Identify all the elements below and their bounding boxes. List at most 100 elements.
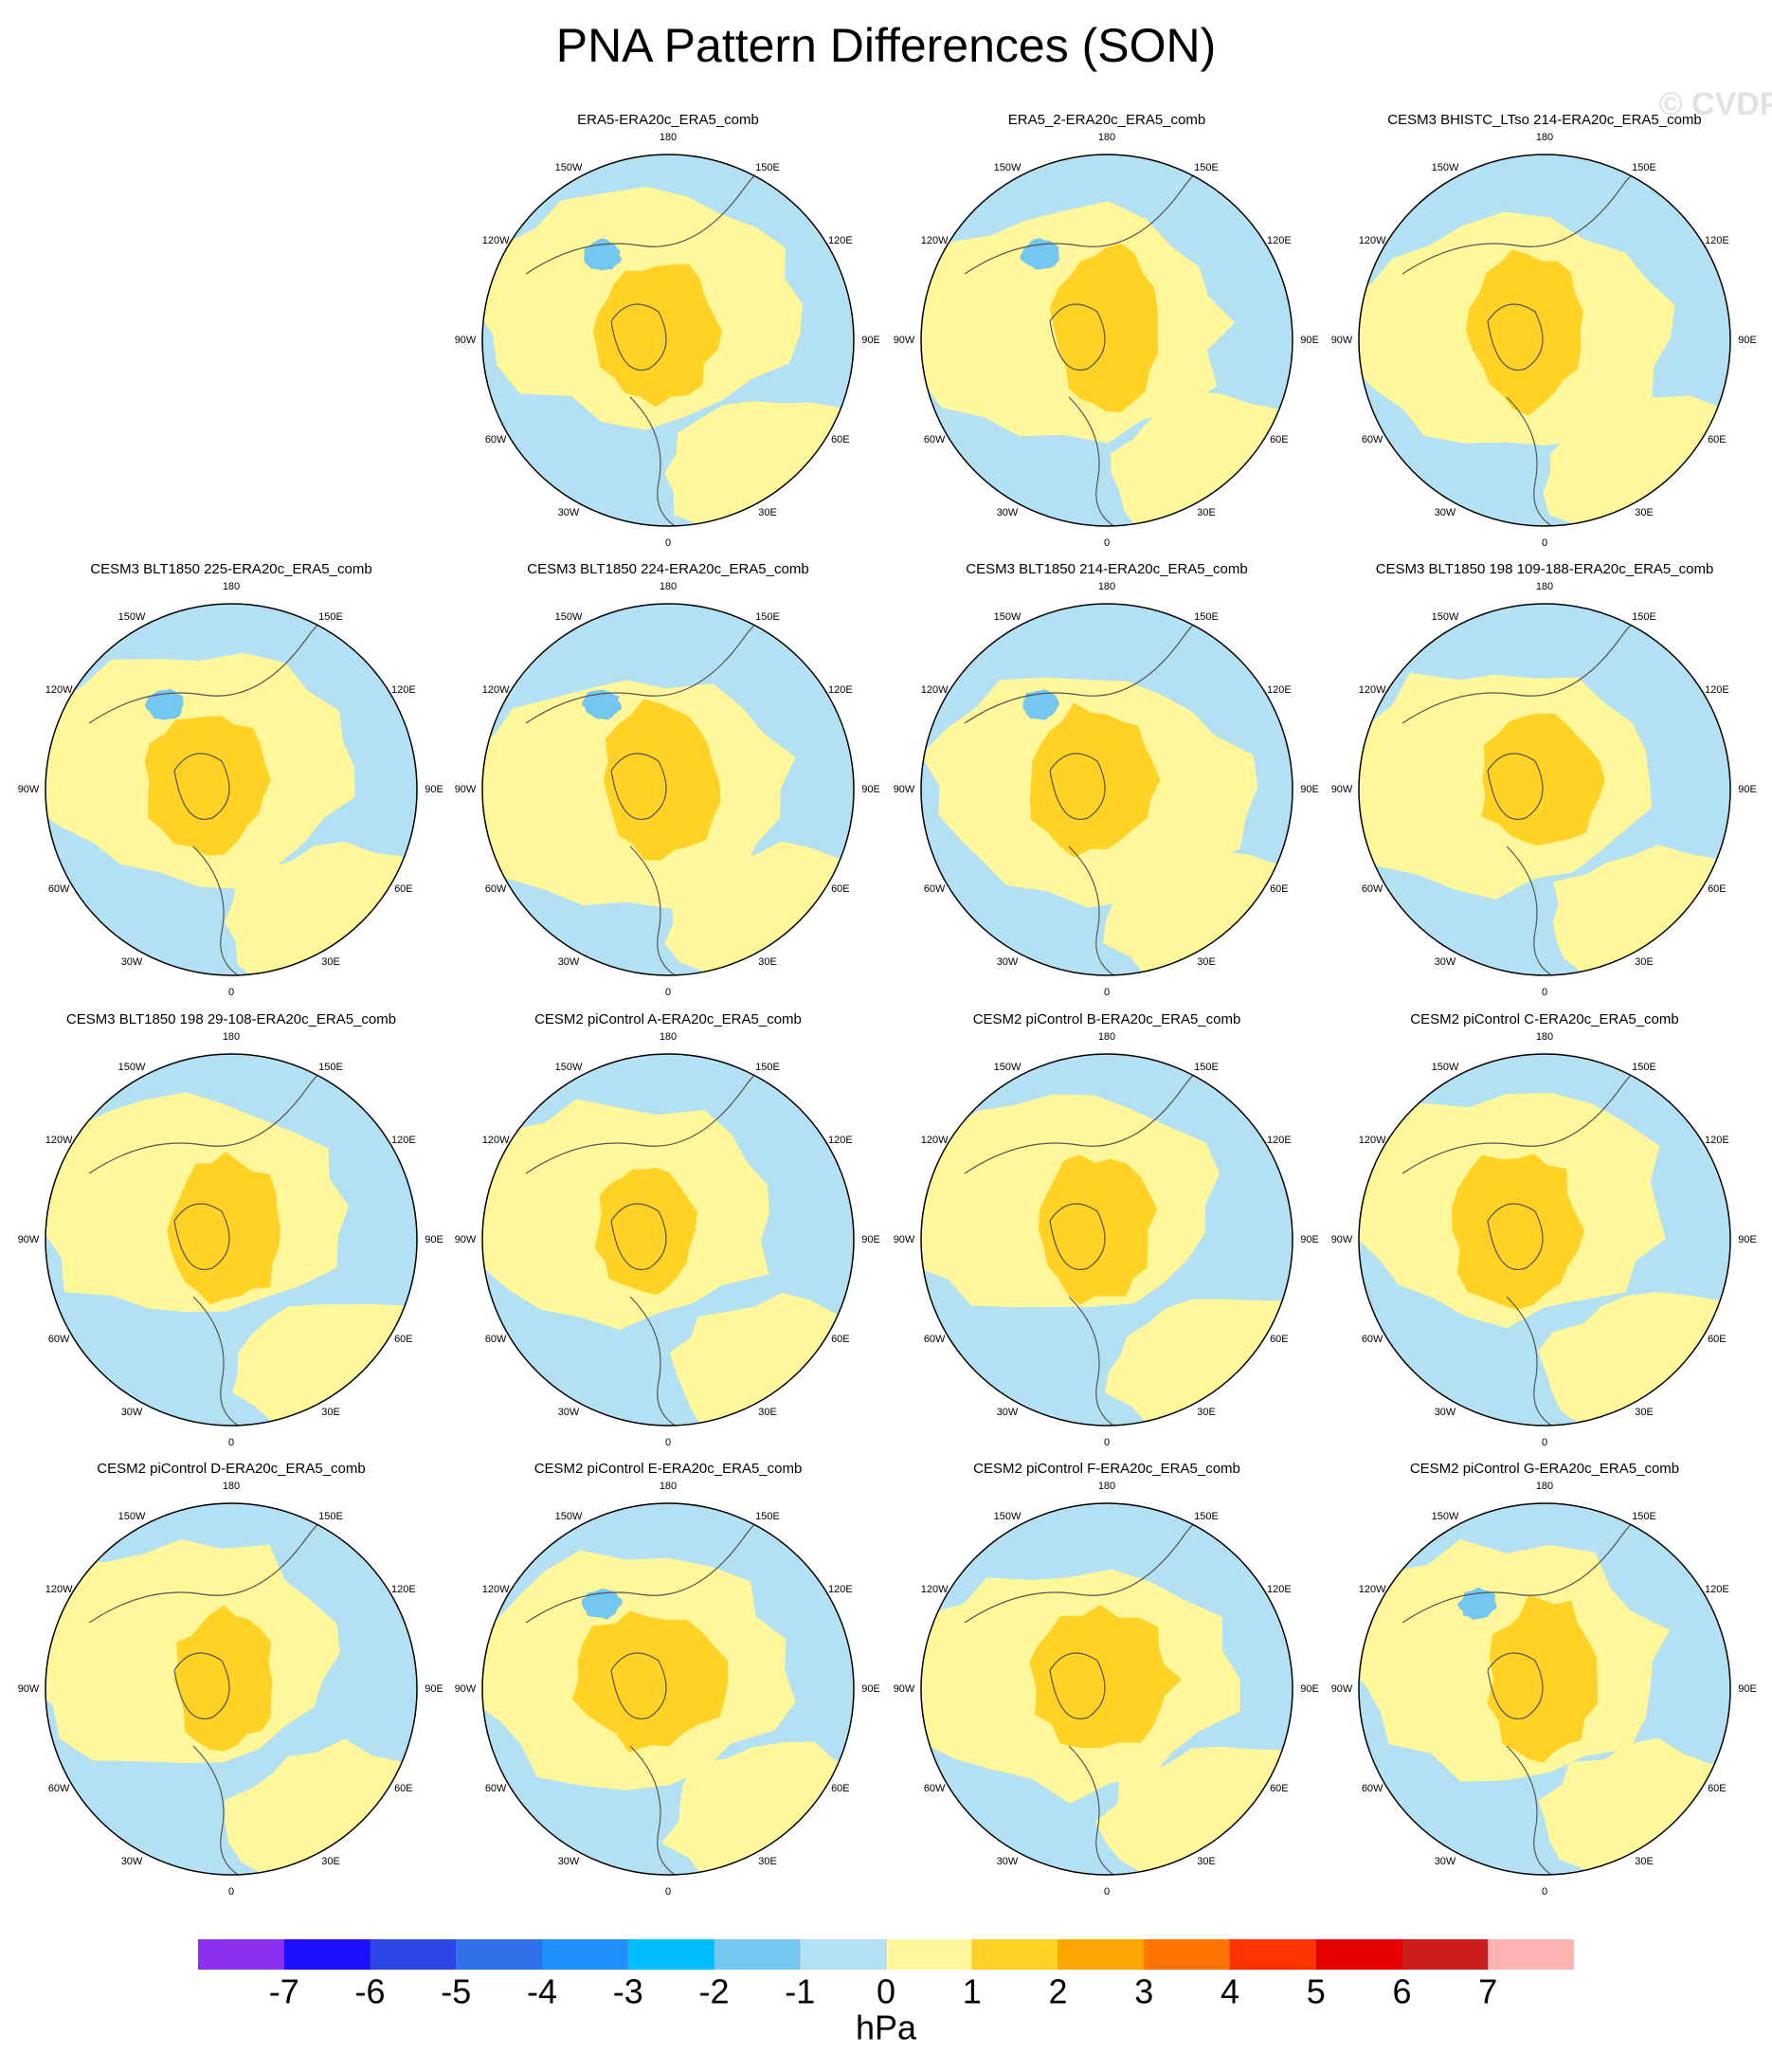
longitude-label: 150W <box>555 611 583 623</box>
longitude-label: 60W <box>924 1334 946 1345</box>
coastline <box>610 1652 667 1719</box>
longitude-label: 150W <box>118 611 146 623</box>
coastline <box>1068 1296 1269 1426</box>
coastline <box>192 845 393 975</box>
longitude-label: 150E <box>318 611 343 623</box>
longitude-label: 120W <box>921 235 949 246</box>
longitude-label: 60E <box>1270 1783 1289 1794</box>
longitude-label: 150E <box>1194 611 1219 623</box>
field-positive <box>669 1292 854 1426</box>
longitude-label: 90W <box>18 1683 40 1695</box>
longitude-label: 60W <box>924 1783 946 1794</box>
longitude-label: 150E <box>1632 162 1656 173</box>
map <box>45 604 417 975</box>
longitude-label: 90E <box>1300 335 1319 346</box>
longitude-label: 180 <box>660 1481 677 1492</box>
longitude-label: 30E <box>1635 1856 1654 1867</box>
longitude-label: 60W <box>1362 1334 1383 1345</box>
coastline <box>629 1296 830 1426</box>
map <box>1359 1054 1730 1426</box>
map-border <box>481 603 855 976</box>
panel-title: CESM2 piControl D-ERA20c_ERA5_comb <box>97 1461 365 1477</box>
longitude-label: 30E <box>1197 507 1216 518</box>
longitude-label: 0 <box>1542 537 1547 549</box>
longitude-label: 0 <box>665 987 671 998</box>
longitude-label: 150E <box>1194 1511 1219 1522</box>
panel-title: CESM2 piControl G-ERA20c_ERA5_comb <box>1410 1461 1679 1477</box>
longitude-label: 150E <box>755 1062 780 1073</box>
colorbar-box <box>1401 1939 1489 1970</box>
longitude-label: 120W <box>45 684 73 696</box>
longitude-label: 180 <box>1536 1031 1553 1043</box>
longitude-label: 90W <box>1331 1234 1353 1245</box>
coastline <box>173 753 230 820</box>
longitude-label: 90W <box>894 335 915 346</box>
longitude-label: 150E <box>1632 1062 1656 1073</box>
longitude-label: 0 <box>665 1886 671 1898</box>
colorbar-label: -4 <box>527 1972 557 2011</box>
map <box>482 154 854 526</box>
longitude-label: 30E <box>1635 507 1654 518</box>
longitude-label: 150W <box>1432 1511 1459 1522</box>
colorbar-box <box>456 1939 542 1970</box>
map <box>1359 1503 1730 1875</box>
longitude-label: 150E <box>1194 162 1219 173</box>
field-positive-2 <box>1029 702 1161 858</box>
colorbar-label: -6 <box>354 1972 385 2011</box>
coastline <box>1049 753 1106 820</box>
map-border <box>920 603 1293 976</box>
longitude-label: 120E <box>1267 1135 1292 1146</box>
longitude-label: 60W <box>1362 434 1383 445</box>
longitude-label: 60E <box>831 883 850 895</box>
longitude-label: 0 <box>1104 537 1110 549</box>
longitude-label: 60E <box>1708 434 1727 445</box>
longitude-label: 90E <box>1738 784 1757 795</box>
colorbar-box <box>886 1939 972 1970</box>
longitude-label: 150W <box>555 1062 583 1073</box>
colorbar-box <box>1230 1939 1316 1970</box>
map <box>1359 154 1730 526</box>
longitude-label: 0 <box>665 537 671 549</box>
colorbar-box <box>370 1939 457 1970</box>
longitude-label: 120W <box>921 1584 949 1595</box>
longitude-label: 120W <box>1359 1135 1386 1146</box>
longitude-label: 90W <box>894 1234 915 1245</box>
colorbar-label: -5 <box>441 1972 471 2011</box>
longitude-label: 180 <box>1536 1481 1553 1492</box>
field-positive-2 <box>173 1605 273 1752</box>
map-border <box>1358 1502 1731 1876</box>
longitude-label: 60W <box>48 883 70 895</box>
colorbar-box <box>1315 1939 1402 1970</box>
longitude-label: 120W <box>1359 1584 1386 1595</box>
map-border <box>1358 603 1731 976</box>
longitude-label: 180 <box>660 1031 677 1043</box>
coastline <box>610 1203 667 1270</box>
longitude-label: 90W <box>894 1683 915 1695</box>
longitude-label: 150W <box>1432 1062 1459 1073</box>
coastline <box>192 1745 393 1875</box>
map-border <box>45 603 418 976</box>
panel-title: ERA5-ERA20c_ERA5_comb <box>577 112 759 128</box>
longitude-label: 120E <box>1267 684 1292 696</box>
longitude-label: 30W <box>558 1856 580 1867</box>
longitude-label: 90E <box>861 1683 880 1695</box>
colorbar-box <box>800 1939 886 1970</box>
coastline <box>629 845 830 975</box>
longitude-label: 90E <box>1300 1683 1319 1695</box>
longitude-label: 150E <box>318 1511 343 1522</box>
longitude-label: 30W <box>997 1407 1019 1418</box>
field-positive-2 <box>167 1152 281 1305</box>
coastline <box>629 1745 830 1875</box>
longitude-label: 150E <box>755 1511 780 1522</box>
longitude-label: 120E <box>391 1135 416 1146</box>
longitude-label: 60E <box>831 1783 850 1794</box>
colorbar-label: -7 <box>269 1972 299 2011</box>
longitude-label: 120E <box>1705 684 1729 696</box>
longitude-label: 120W <box>45 1135 73 1146</box>
panel-title: CESM2 piControl B-ERA20c_ERA5_comb <box>973 1011 1241 1027</box>
colorbar-box <box>283 1939 371 1970</box>
field-negative <box>584 238 623 271</box>
colorbar-label: -2 <box>698 1972 729 2011</box>
colorbar-box <box>1144 1939 1230 1970</box>
longitude-label: 120E <box>1267 235 1292 246</box>
